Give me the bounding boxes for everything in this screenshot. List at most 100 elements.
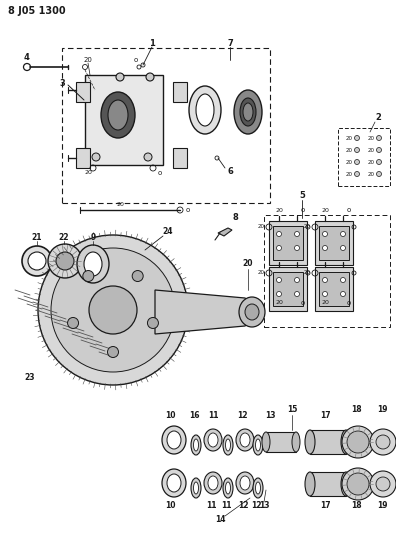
Ellipse shape xyxy=(240,433,250,447)
Text: o: o xyxy=(301,300,305,306)
Circle shape xyxy=(341,278,345,282)
Ellipse shape xyxy=(236,429,254,451)
Ellipse shape xyxy=(189,86,221,134)
Ellipse shape xyxy=(262,432,270,452)
Text: 17: 17 xyxy=(320,410,330,419)
Text: 10: 10 xyxy=(165,410,175,419)
Text: 10: 10 xyxy=(165,500,175,510)
Bar xyxy=(62,48,270,203)
Circle shape xyxy=(347,431,369,453)
Text: 4: 4 xyxy=(24,53,30,62)
Circle shape xyxy=(370,429,396,455)
Ellipse shape xyxy=(194,482,198,494)
Circle shape xyxy=(51,248,175,372)
Text: 2: 2 xyxy=(375,114,381,123)
Ellipse shape xyxy=(253,435,263,455)
Text: 1: 1 xyxy=(149,38,155,47)
Circle shape xyxy=(376,477,390,491)
Circle shape xyxy=(354,148,360,152)
Text: 20: 20 xyxy=(346,172,353,176)
Text: o: o xyxy=(158,170,162,176)
Polygon shape xyxy=(155,290,255,334)
Ellipse shape xyxy=(305,430,315,454)
Ellipse shape xyxy=(77,245,109,283)
Text: 15: 15 xyxy=(287,406,297,415)
Circle shape xyxy=(377,159,381,165)
Bar xyxy=(269,221,307,265)
Bar xyxy=(315,221,353,265)
Circle shape xyxy=(92,153,100,161)
Ellipse shape xyxy=(305,472,315,496)
Text: 11: 11 xyxy=(221,500,231,510)
Circle shape xyxy=(48,244,82,278)
Bar xyxy=(310,472,346,496)
Circle shape xyxy=(107,346,118,358)
Ellipse shape xyxy=(167,431,181,449)
Bar xyxy=(338,128,390,186)
Text: 13: 13 xyxy=(265,410,275,419)
Text: 20: 20 xyxy=(346,159,353,165)
Ellipse shape xyxy=(234,90,262,134)
Circle shape xyxy=(89,286,137,334)
Text: 9: 9 xyxy=(90,232,95,241)
Bar xyxy=(315,267,353,311)
Bar xyxy=(319,226,349,260)
Circle shape xyxy=(376,435,390,449)
Bar xyxy=(173,82,187,102)
Text: 11: 11 xyxy=(206,500,216,510)
Text: o: o xyxy=(347,207,351,213)
Bar xyxy=(264,215,390,327)
Circle shape xyxy=(295,246,299,251)
Text: 20: 20 xyxy=(257,224,265,230)
Circle shape xyxy=(28,252,46,270)
Text: 3: 3 xyxy=(59,78,65,87)
Bar xyxy=(273,226,303,260)
Circle shape xyxy=(341,231,345,237)
Bar xyxy=(76,148,90,168)
Circle shape xyxy=(295,292,299,296)
Circle shape xyxy=(342,426,374,458)
Ellipse shape xyxy=(341,430,351,454)
Text: 20: 20 xyxy=(346,148,353,152)
Bar xyxy=(319,272,349,306)
Text: 22: 22 xyxy=(59,232,69,241)
Ellipse shape xyxy=(239,297,265,327)
Ellipse shape xyxy=(223,478,233,498)
Text: 20: 20 xyxy=(368,148,375,152)
Circle shape xyxy=(354,159,360,165)
Text: 18: 18 xyxy=(351,500,361,510)
Text: 16: 16 xyxy=(189,410,199,419)
Circle shape xyxy=(322,278,327,282)
Text: 20: 20 xyxy=(116,203,124,207)
Text: 14: 14 xyxy=(215,515,225,524)
Circle shape xyxy=(377,148,381,152)
Text: 20: 20 xyxy=(257,271,265,276)
Bar xyxy=(273,272,303,306)
Text: o: o xyxy=(347,300,351,306)
Circle shape xyxy=(322,231,327,237)
Circle shape xyxy=(377,172,381,176)
Circle shape xyxy=(276,231,282,237)
Text: o: o xyxy=(134,57,138,63)
Bar xyxy=(85,75,163,165)
Ellipse shape xyxy=(255,482,261,494)
Ellipse shape xyxy=(108,100,128,130)
Text: 8: 8 xyxy=(232,214,238,222)
Text: 20: 20 xyxy=(368,159,375,165)
Text: 20: 20 xyxy=(321,301,329,305)
Ellipse shape xyxy=(196,94,214,126)
Ellipse shape xyxy=(101,92,135,138)
Circle shape xyxy=(56,252,74,270)
Circle shape xyxy=(354,135,360,141)
Ellipse shape xyxy=(240,98,256,126)
Text: 7: 7 xyxy=(227,38,233,47)
Circle shape xyxy=(354,172,360,176)
Text: 19: 19 xyxy=(377,500,387,510)
Ellipse shape xyxy=(84,252,102,276)
Text: 24: 24 xyxy=(163,228,173,237)
Ellipse shape xyxy=(162,426,186,454)
Text: 20: 20 xyxy=(84,57,92,63)
Text: 12: 12 xyxy=(251,500,261,510)
Ellipse shape xyxy=(236,472,254,494)
Text: 20: 20 xyxy=(368,135,375,141)
